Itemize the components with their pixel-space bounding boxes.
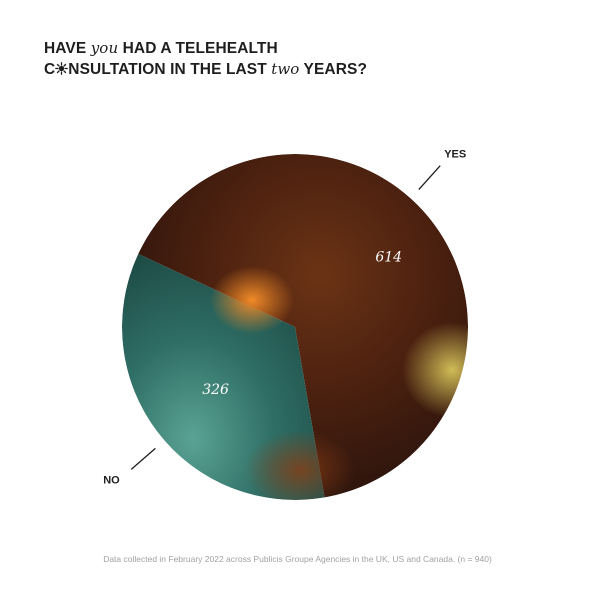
data-label-yes: 614 bbox=[375, 249, 402, 265]
title-text: HAVE bbox=[44, 40, 91, 57]
title-italic-word: you bbox=[90, 39, 119, 57]
data-label-no: 326 bbox=[202, 382, 229, 398]
chart-title: HAVE you HAD A TELEHEALTH C NSULTATION IN… bbox=[44, 38, 367, 80]
starburst-o-icon bbox=[55, 62, 69, 75]
title-text: HAD A TELEHEALTH bbox=[118, 40, 278, 57]
title-line-2: C NSULTATION IN THE LAST two YEARS? bbox=[44, 59, 367, 80]
pie-slice-yes bbox=[138, 154, 468, 498]
title-line-1: HAVE you HAD A TELEHEALTH bbox=[44, 38, 367, 59]
leader-line-yes bbox=[418, 165, 441, 190]
light-glow-orange bbox=[210, 266, 294, 334]
title-text: YEARS? bbox=[299, 61, 368, 78]
light-glow-rust bbox=[245, 430, 355, 500]
light-glow-yellow bbox=[402, 322, 468, 418]
leader-line-no bbox=[130, 447, 156, 470]
title-text: NSULTATION IN THE LAST bbox=[68, 61, 272, 78]
category-label-yes: YES bbox=[444, 149, 466, 161]
title-text: C bbox=[44, 61, 56, 78]
title-italic-word: two bbox=[271, 60, 300, 78]
category-label-no: NO bbox=[103, 474, 120, 486]
footnote: Data collected in February 2022 across P… bbox=[103, 554, 492, 564]
